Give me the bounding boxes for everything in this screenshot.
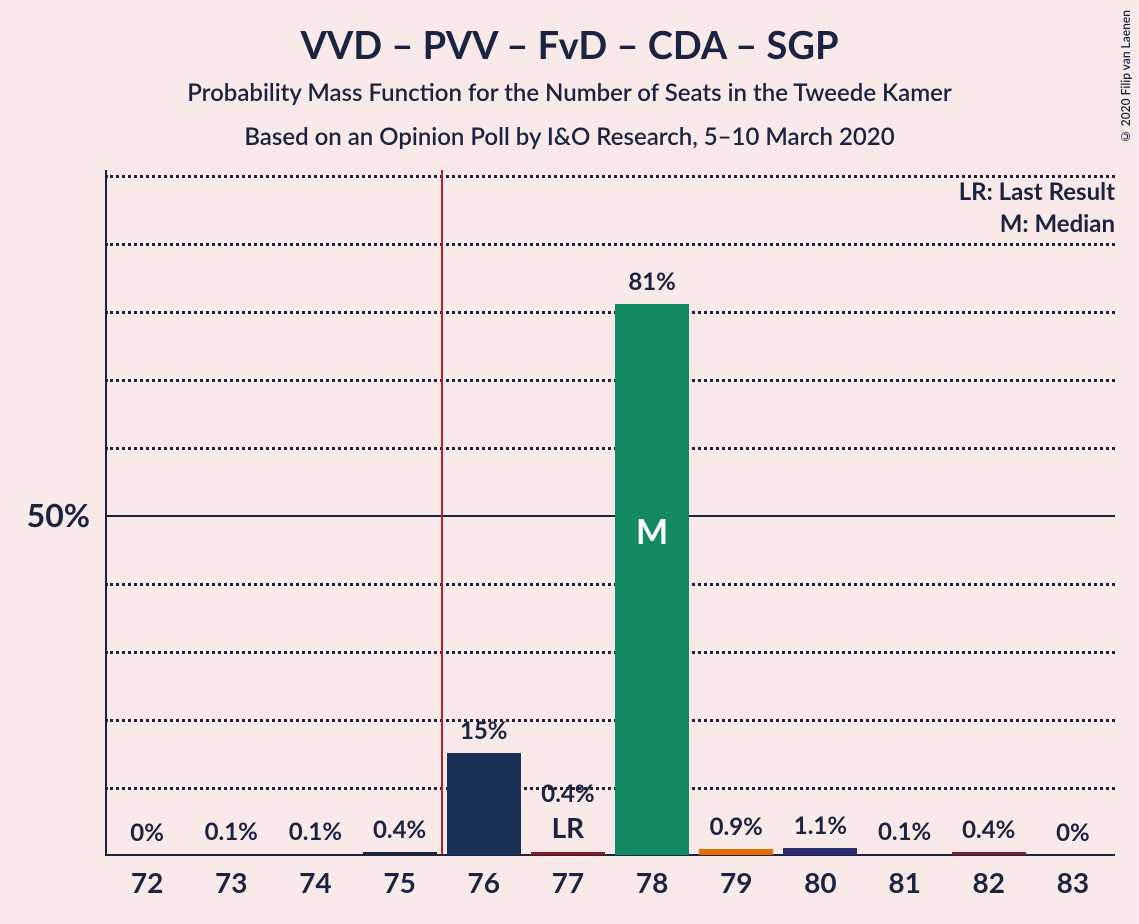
bar-value-label-83: 0% xyxy=(1031,818,1115,847)
x-tick-80: 80 xyxy=(778,865,862,899)
bar-value-label-73: 0.1% xyxy=(189,817,273,846)
bar-value-label-75: 0.4% xyxy=(358,815,442,844)
x-tick-78: 78 xyxy=(610,865,694,899)
gridline-30 xyxy=(105,651,1115,654)
bar-value-label-76: 15% xyxy=(442,716,526,745)
bar-74 xyxy=(278,854,352,855)
x-tick-82: 82 xyxy=(947,865,1031,899)
bar-value-label-72: 0% xyxy=(105,818,189,847)
bar-75 xyxy=(363,852,437,855)
chart-title: VVD – PVV – FvD – CDA – SGP xyxy=(0,22,1139,68)
bar-77 xyxy=(531,852,605,855)
gridline-70 xyxy=(105,379,1115,382)
x-tick-72: 72 xyxy=(105,865,189,899)
bar-value-label-80: 1.1% xyxy=(778,811,862,840)
bar-value-label-82: 0.4% xyxy=(947,815,1031,844)
legend-last-result: LR: Last Result xyxy=(959,177,1115,206)
x-tick-81: 81 xyxy=(863,865,947,899)
x-tick-74: 74 xyxy=(273,865,357,899)
x-tick-77: 77 xyxy=(526,865,610,899)
x-tick-75: 75 xyxy=(358,865,442,899)
bar-value-label-77: 0.4% xyxy=(526,779,610,808)
x-tick-73: 73 xyxy=(189,865,273,899)
copyright-text: © 2020 Filip van Laenen xyxy=(1118,10,1133,144)
gridline-90 xyxy=(105,243,1115,246)
chart-subtitle-1: Probability Mass Function for the Number… xyxy=(0,78,1139,107)
gridline-40 xyxy=(105,583,1115,586)
bar-annotation-78: M xyxy=(610,511,694,552)
x-tick-83: 83 xyxy=(1031,865,1115,899)
bar-78 xyxy=(615,304,689,855)
y-axis-tick-50: 50% xyxy=(0,495,90,534)
chart-plot-area: 0%0.1%0.1%0.4%15%0.4%LR81%M0.9%1.1%0.1%0… xyxy=(105,175,1115,855)
bar-79 xyxy=(699,849,773,855)
bar-81 xyxy=(868,854,942,855)
bar-annotation-77: LR xyxy=(526,810,610,844)
legend-median: M: Median xyxy=(1000,209,1115,238)
gridline-20 xyxy=(105,719,1115,722)
y-axis-line xyxy=(105,170,107,855)
gridline-10 xyxy=(105,787,1115,790)
bar-value-label-79: 0.9% xyxy=(694,812,778,841)
last-result-line xyxy=(441,170,443,855)
bar-80 xyxy=(783,848,857,855)
gridline-60 xyxy=(105,447,1115,450)
bar-73 xyxy=(194,854,268,855)
bar-76 xyxy=(447,753,521,855)
bar-value-label-81: 0.1% xyxy=(863,817,947,846)
x-tick-76: 76 xyxy=(442,865,526,899)
bar-82 xyxy=(952,852,1026,855)
bar-value-label-78: 81% xyxy=(610,267,694,296)
x-tick-79: 79 xyxy=(694,865,778,899)
gridline-80 xyxy=(105,311,1115,314)
bar-value-label-74: 0.1% xyxy=(273,817,357,846)
chart-subtitle-2: Based on an Opinion Poll by I&O Research… xyxy=(0,122,1139,151)
